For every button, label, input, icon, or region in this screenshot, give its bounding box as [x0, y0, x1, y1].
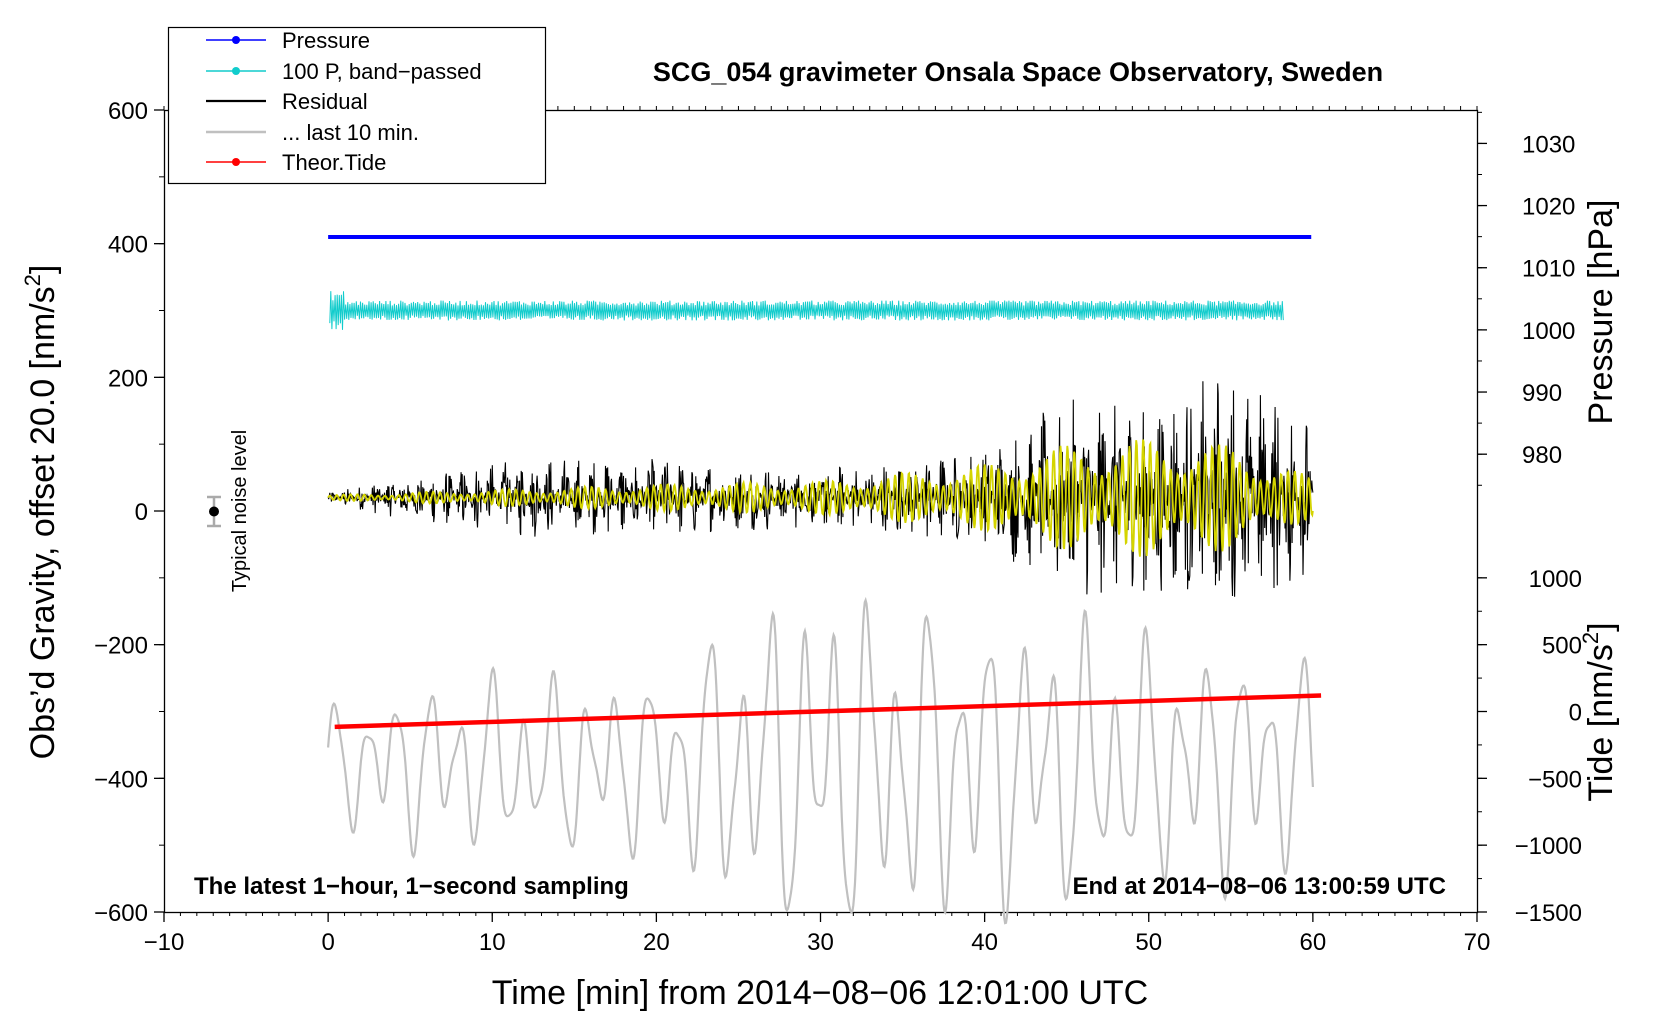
svg-text:Theor.Tide: Theor.Tide [282, 150, 386, 175]
tide-tick-label: 0 [1569, 700, 1582, 727]
x-tick-label: 10 [479, 929, 506, 956]
y-tick-label: 200 [108, 365, 148, 392]
y-axis-label-left-sup: 2 [20, 274, 45, 286]
svg-text:100 P, band−passed: 100 P, band−passed [282, 59, 482, 84]
legend-entry-theor-tide: Theor.Tide [206, 150, 386, 175]
svg-text:... last 10 min.: ... last 10 min. [282, 120, 419, 145]
y-tick-label: 600 [108, 98, 148, 125]
noise-level-marker [207, 495, 221, 528]
y-axis-label-pressure: Pressure [hPa] [1582, 200, 1620, 425]
tide-tick-label: 1000 [1529, 566, 1582, 593]
y-axis-label-tide-sup: 2 [1578, 632, 1603, 644]
svg-text:Pressure: Pressure [282, 28, 370, 53]
x-tick-label: 60 [1300, 929, 1327, 956]
tide-tick-label: −1500 [1515, 900, 1582, 927]
y-axis-label-left: Obs’d Gravity, offset 20.0 [nm/s2] [20, 265, 62, 760]
y-axis-label-left-close: ] [24, 265, 62, 274]
noise-level-label: Typical noise level [229, 430, 251, 592]
series-band-passed-pressure-line [329, 291, 1284, 330]
tide-tick-label: −500 [1528, 766, 1582, 793]
legend-entry-pressure: Pressure [206, 28, 370, 53]
legend-entry-last-10-min: ... last 10 min. [206, 120, 419, 145]
y-tick-label: −600 [94, 900, 148, 927]
chart-title: SCG_054 gravimeter Onsala Space Observat… [653, 57, 1383, 87]
series-band-passed-residual-line [327, 439, 1314, 557]
series-layer [327, 234, 1322, 925]
pressure-tick-label: 980 [1522, 442, 1562, 469]
x-tick-label: 50 [1135, 929, 1162, 956]
series-last-10-min-line [327, 596, 1314, 925]
y-axis-label-tide: Tide [nm/s2] [1578, 622, 1620, 801]
y-tick-label: −200 [94, 633, 148, 660]
pressure-tick-label: 1030 [1522, 131, 1575, 158]
x-tick-label: −10 [144, 929, 185, 956]
x-axis-label: Time [min] from 2014−08−06 12:01:00 UTC [492, 974, 1148, 1012]
y-tick-label: 400 [108, 232, 148, 259]
annotation-end-time: End at 2014−08−06 13:00:59 UTC [1072, 873, 1446, 900]
tide-tick-label: 500 [1542, 633, 1582, 660]
annotation-sampling: The latest 1−hour, 1−second sampling [194, 873, 629, 900]
y-tick-label: −400 [94, 766, 148, 793]
legend: Pressure 100 P, band−passed Residual ...… [167, 26, 547, 185]
noise-level-point [209, 506, 219, 517]
legend-entry-residual: Residual [206, 89, 368, 114]
x-tick-label: 30 [807, 929, 834, 956]
x-tick-label: 0 [321, 929, 334, 956]
x-tick-label: 70 [1464, 929, 1491, 956]
series-theor-tide-line [334, 693, 1322, 730]
svg-text:Residual: Residual [282, 89, 368, 114]
y-axis-label-tide-close: ] [1582, 622, 1620, 631]
legend-box [167, 26, 547, 185]
tick-layer: −10 0 10 20 30 40 50 60 70−600−400−2000200400600… [94, 98, 1582, 956]
pressure-tick-label: 1020 [1522, 194, 1575, 221]
y-tick-label: 0 [135, 499, 148, 526]
tide-tick-label: −1000 [1515, 833, 1582, 860]
x-tick-label: 20 [643, 929, 670, 956]
pressure-tick-label: 1000 [1522, 318, 1575, 345]
pressure-tick-label: 990 [1522, 380, 1562, 407]
pressure-tick-label: 1010 [1522, 256, 1575, 283]
x-tick-label: 40 [971, 929, 998, 956]
legend-entry-band-passed: 100 P, band−passed [206, 59, 482, 84]
